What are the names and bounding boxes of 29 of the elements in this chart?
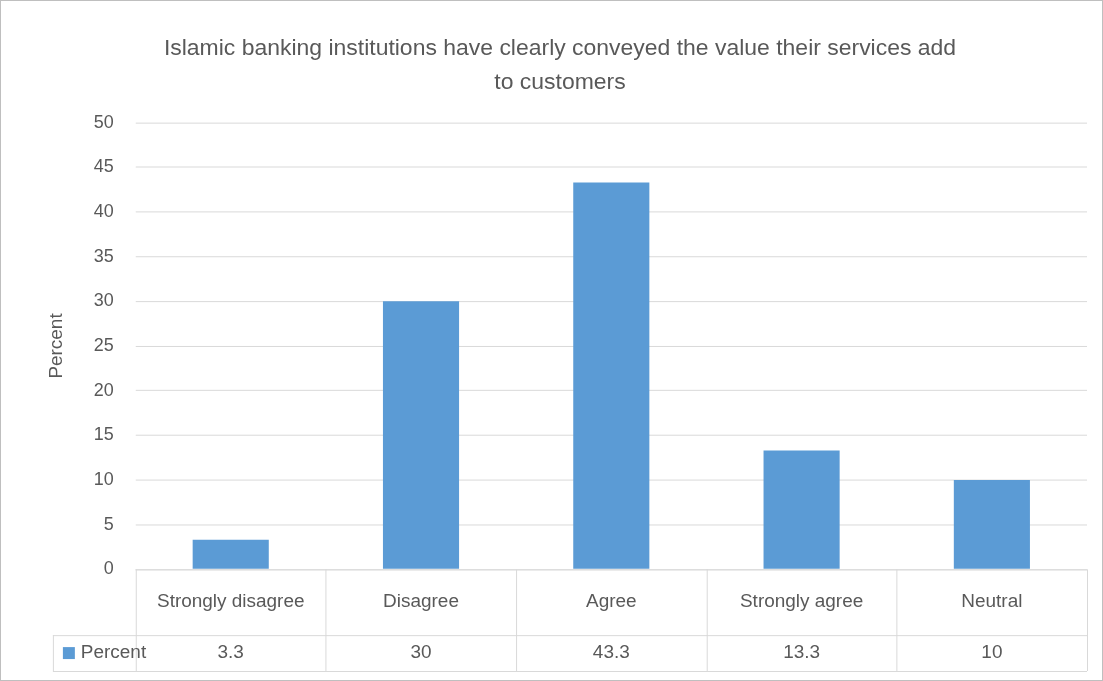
x-tick-label: Strongly agree <box>739 590 864 612</box>
y-tick-label: 5 <box>103 513 114 534</box>
y-tick-label: 10 <box>93 468 114 489</box>
data-label: 3.3 <box>217 641 244 663</box>
y-tick-label: 40 <box>93 200 114 221</box>
y-tick-label: 50 <box>93 111 114 132</box>
x-tick-label: Neutral <box>961 590 1023 612</box>
y-tick-label: 0 <box>103 558 114 579</box>
x-tick-label: Disagree <box>383 590 459 612</box>
y-axis-title: Percent <box>44 312 66 379</box>
data-label: 43.3 <box>592 641 630 663</box>
y-tick-label: 15 <box>93 424 114 445</box>
chart-title: Islamic banking institutions have clearly conveyed the value their services add to customers <box>163 34 957 95</box>
y-tick-label: 35 <box>93 245 114 266</box>
bar <box>763 450 840 569</box>
y-tick-label: 20 <box>93 379 114 400</box>
y-tick-label: 30 <box>93 290 114 311</box>
legend-label: Percent <box>80 641 147 663</box>
data-label: 13.3 <box>783 641 821 663</box>
bar <box>382 301 460 569</box>
bar <box>192 539 269 569</box>
bar <box>953 479 1030 569</box>
y-tick-label: 45 <box>93 156 114 177</box>
bar <box>573 182 650 569</box>
y-tick-label: 25 <box>93 334 114 355</box>
data-label: 10 <box>981 641 1003 663</box>
x-tick-label: Agree <box>586 590 637 612</box>
x-tick-label: Strongly disagree <box>156 590 305 612</box>
data-label: 30 <box>410 641 432 663</box>
